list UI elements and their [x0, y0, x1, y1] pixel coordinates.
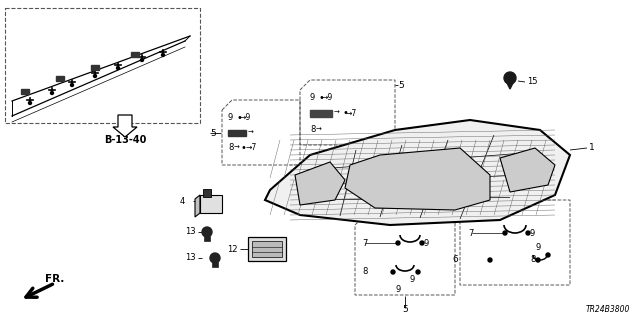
Text: 13: 13 [185, 254, 196, 263]
Text: 9: 9 [310, 93, 316, 102]
Text: 8: 8 [228, 144, 234, 152]
Text: 5: 5 [398, 80, 404, 90]
Text: 7: 7 [468, 228, 474, 238]
Bar [5, 8, 200, 123]
Bar [252, 241, 282, 257]
Bar [212, 262, 218, 267]
Bar [248, 237, 286, 261]
Bar [21, 89, 29, 94]
Text: 8: 8 [310, 125, 316, 135]
Text: B-13-40: B-13-40 [104, 135, 146, 145]
Circle shape [210, 253, 220, 263]
Text: 9: 9 [228, 114, 233, 122]
Text: 5: 5 [210, 129, 216, 137]
Text: 5: 5 [402, 306, 408, 315]
Text: 15: 15 [527, 78, 538, 86]
Text: →7: →7 [346, 108, 357, 117]
Text: →: → [316, 127, 322, 133]
Circle shape [536, 258, 540, 262]
Bar [310, 110, 332, 117]
Text: →: → [234, 145, 240, 151]
Bar [203, 189, 211, 197]
Circle shape [93, 75, 97, 78]
Text: 9: 9 [535, 243, 540, 253]
Text: 12: 12 [227, 244, 238, 254]
Circle shape [546, 253, 550, 257]
Text: •: • [342, 108, 348, 118]
Text: →7: →7 [246, 144, 257, 152]
Text: →9: →9 [322, 93, 333, 102]
Bar [56, 76, 64, 81]
Polygon shape [195, 195, 200, 217]
Circle shape [141, 58, 143, 62]
Text: →9: →9 [240, 114, 252, 122]
Circle shape [503, 231, 507, 235]
Circle shape [51, 92, 54, 94]
Text: 9: 9 [423, 239, 428, 248]
Polygon shape [345, 148, 490, 210]
Polygon shape [265, 120, 570, 225]
Text: 4: 4 [180, 197, 185, 205]
Text: FR.: FR. [45, 274, 65, 284]
Bar [91, 65, 99, 70]
Circle shape [526, 231, 530, 235]
Circle shape [161, 54, 164, 56]
Text: •: • [318, 93, 324, 103]
Text: 8: 8 [362, 268, 367, 277]
Text: 9: 9 [395, 286, 400, 294]
Circle shape [116, 66, 120, 70]
Polygon shape [506, 81, 514, 89]
Circle shape [202, 227, 212, 237]
Text: •: • [236, 113, 242, 123]
Text: TR24B3800: TR24B3800 [586, 306, 630, 315]
Circle shape [488, 258, 492, 262]
Circle shape [70, 84, 74, 86]
Bar [131, 52, 139, 57]
Bar [204, 236, 210, 241]
Bar [200, 195, 222, 213]
Text: 6: 6 [452, 256, 458, 264]
Circle shape [29, 101, 31, 105]
Text: 7: 7 [362, 239, 367, 248]
Text: 8: 8 [530, 256, 536, 264]
Text: •: • [240, 143, 246, 153]
Text: 9: 9 [530, 228, 535, 238]
Polygon shape [500, 148, 555, 192]
Circle shape [416, 270, 420, 274]
Polygon shape [113, 115, 137, 137]
Bar [228, 130, 246, 136]
Circle shape [391, 270, 395, 274]
Text: →: → [248, 130, 254, 136]
Text: →: → [334, 110, 340, 116]
Circle shape [396, 241, 400, 245]
Polygon shape [295, 162, 345, 205]
Circle shape [504, 72, 516, 84]
Text: 9: 9 [410, 276, 415, 285]
Text: 13: 13 [185, 227, 196, 236]
Text: 1: 1 [589, 144, 595, 152]
Circle shape [420, 241, 424, 245]
